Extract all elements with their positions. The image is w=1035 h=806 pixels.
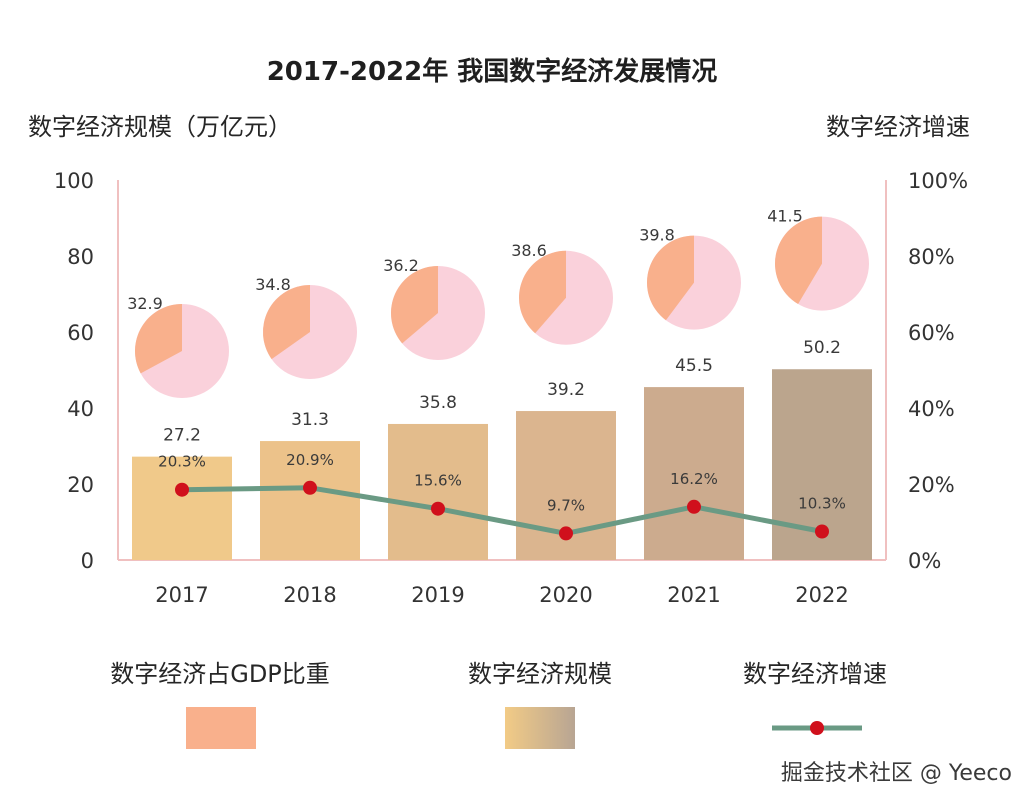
pie-share-slice	[646, 235, 694, 321]
legend-swatch-scale	[505, 707, 575, 749]
pie-value-label: 32.9	[127, 294, 163, 313]
bar-value-label: 45.5	[675, 356, 713, 376]
left-axis-title: 数字经济规模（万亿元）	[28, 113, 292, 141]
growth-value-label: 16.2%	[670, 470, 718, 488]
right-tick-label: 0%	[908, 549, 941, 573]
growth-line	[181, 485, 823, 536]
pie-value-label: 41.5	[767, 207, 803, 226]
right-axis-ticks: 0% 20% 40% 60% 80% 100%	[908, 169, 968, 573]
left-tick-label: 20	[67, 473, 94, 497]
right-tick-label: 60%	[908, 321, 955, 345]
growth-marker	[815, 524, 829, 539]
growth-value-label: 20.9%	[286, 451, 334, 469]
pie-value-label: 39.8	[639, 226, 675, 245]
pie-share-slice	[775, 216, 822, 305]
bar-value-label: 27.2	[163, 426, 201, 446]
left-tick-label: 60	[67, 321, 94, 345]
left-tick-label: 0	[81, 549, 94, 573]
growth-marker	[175, 482, 189, 497]
line-series: 20.3% 20.9% 15.6% 9.7% 16.2% 10.3%	[158, 451, 846, 541]
legend-label-scale: 数字经济规模	[468, 660, 612, 688]
watermark: 掘金技术社区 @ Yeeco	[781, 761, 1012, 786]
pie-value-label: 34.8	[255, 275, 291, 294]
right-tick-label: 100%	[908, 169, 968, 193]
left-tick-label: 100	[54, 169, 94, 193]
legend-label-gdp-share: 数字经济占GDP比重	[110, 660, 330, 688]
pie-share-slice	[134, 304, 182, 374]
pie-value-label: 36.2	[383, 256, 419, 275]
bar	[132, 456, 232, 560]
legend: 数字经济占GDP比重 数字经济规模 数字经济增速	[110, 660, 887, 749]
chart-title: 2017-2022年 我国数字经济发展情况	[267, 56, 718, 87]
x-tick-label: 2020	[539, 583, 592, 607]
right-tick-label: 80%	[908, 245, 955, 269]
left-axis-ticks: 0 20 40 60 80 100	[54, 169, 94, 573]
pie-value-label: 38.6	[511, 241, 547, 260]
bar-value-label: 35.8	[419, 393, 457, 413]
x-tick-label: 2017	[155, 583, 208, 607]
growth-marker	[559, 526, 573, 541]
growth-value-label: 20.3%	[158, 453, 206, 471]
x-tick-label: 2021	[667, 583, 720, 607]
pie-share-slice	[518, 250, 566, 334]
growth-marker	[303, 480, 317, 495]
growth-marker	[431, 501, 445, 516]
left-tick-label: 40	[67, 397, 94, 421]
x-tick-label: 2019	[411, 583, 464, 607]
pie-series: 32.9 34.8 36.2 38.6 39.8 41.5	[127, 207, 869, 398]
pie-share-slice	[263, 285, 310, 360]
bar	[644, 387, 744, 560]
bar-value-label: 39.2	[547, 380, 585, 400]
pie-share-slice	[390, 266, 438, 344]
x-tick-label: 2022	[795, 583, 848, 607]
legend-swatch-growth-marker	[810, 721, 824, 735]
growth-value-label: 9.7%	[547, 496, 585, 514]
bar-series: 27.2 31.3 35.8 39.2 45.5 50.2	[132, 338, 872, 560]
legend-swatch-gdp-share	[186, 707, 256, 749]
growth-marker	[687, 499, 701, 514]
x-tick-label: 2018	[283, 583, 336, 607]
legend-label-growth: 数字经济增速	[743, 660, 887, 688]
growth-value-label: 10.3%	[798, 495, 846, 513]
axes	[117, 180, 887, 561]
growth-value-label: 15.6%	[414, 472, 462, 490]
bar	[260, 441, 360, 560]
right-tick-label: 20%	[908, 473, 955, 497]
bar-value-label: 50.2	[803, 338, 841, 358]
right-tick-label: 40%	[908, 397, 955, 421]
right-axis-title: 数字经济增速	[826, 113, 970, 141]
bar	[388, 423, 488, 560]
left-tick-label: 80	[67, 245, 94, 269]
bar-value-label: 31.3	[291, 410, 329, 430]
x-axis-ticks: 2017 2018 2019 2020 2021 2022	[155, 583, 848, 607]
